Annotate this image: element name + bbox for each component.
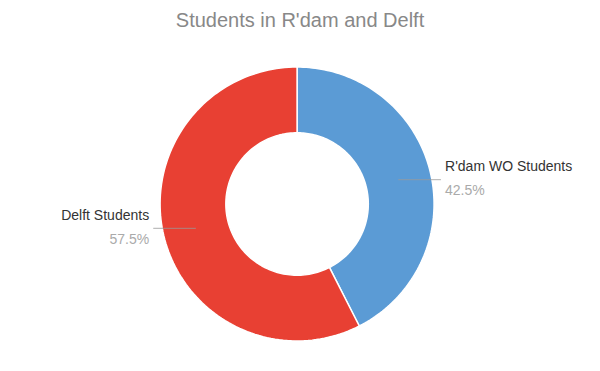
svg-text:57.5%: 57.5% [109,231,149,247]
html-text:Students in R'dam and Delft: Students in R'dam and Delft [175,9,425,31]
svg-text:Delft Students: Delft Students [61,207,149,223]
svg-text:R'dam WO Students: R'dam WO Students [445,158,572,174]
svg-text:42.5%: 42.5% [445,182,485,198]
